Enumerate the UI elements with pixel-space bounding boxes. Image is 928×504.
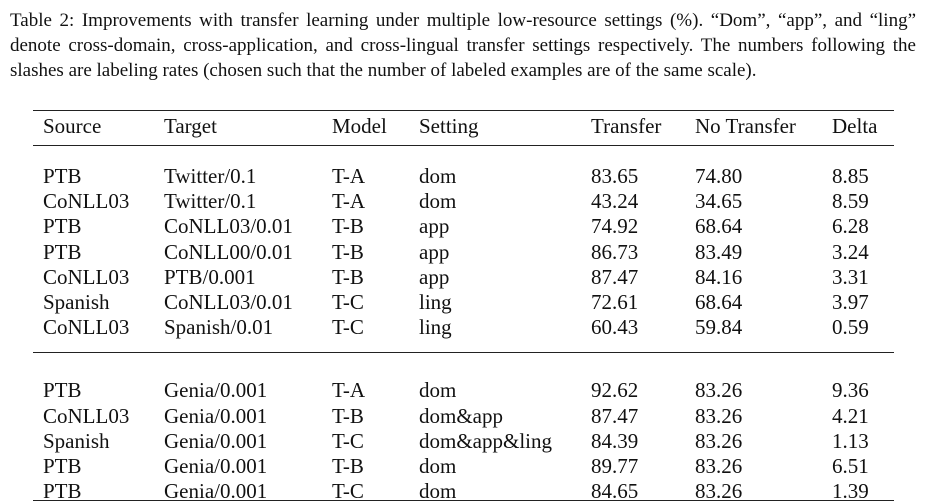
table-cell: Genia/0.001: [164, 378, 268, 403]
table-cell: 43.24: [591, 189, 639, 214]
table-cell: dom: [419, 189, 457, 214]
table-cell: 9.36: [832, 378, 869, 403]
table-cell: Twitter/0.1: [164, 189, 257, 214]
table-cell: dom&app&ling: [419, 428, 552, 453]
table-cell: PTB: [43, 479, 82, 504]
table-cell: 72.61: [591, 290, 639, 314]
table-cell: CoNLL03/0.01: [164, 214, 293, 239]
table-cell: T-C: [332, 479, 364, 504]
table-cell: Spanish: [43, 428, 110, 453]
header-cell: Setting: [419, 114, 479, 138]
table-cell: 3.31: [832, 264, 869, 289]
table-cell: app: [419, 264, 450, 289]
table-cell: 4.21: [832, 403, 869, 428]
table-cell: T-C: [332, 315, 364, 340]
table-cell: 68.64: [695, 290, 743, 314]
table-cell: Genia/0.001: [164, 479, 268, 504]
table-cell: 0.59: [832, 315, 869, 340]
table-cell: 8.85: [832, 164, 869, 188]
table-cell: dom: [419, 378, 457, 403]
table-cell: Spanish/0.01: [164, 315, 274, 340]
table-rule: [33, 352, 894, 354]
table-cell: ling: [419, 315, 452, 340]
table-cell: CoNLL03: [43, 189, 130, 214]
table-cell: app: [419, 214, 450, 239]
header-cell: Target: [164, 114, 217, 138]
table-cell: 87.47: [591, 264, 639, 289]
table-cell: 83.26: [695, 428, 743, 453]
table-cell: PTB/0.001: [164, 264, 256, 289]
table-cell: 74.92: [591, 214, 639, 239]
table-cell: 83.26: [695, 454, 743, 478]
table-cell: 1.13: [832, 428, 869, 453]
table-cell: dom: [419, 479, 457, 504]
table-rule: [33, 145, 894, 146]
table-cell: T-C: [332, 428, 364, 453]
table-cell: T-C: [332, 290, 364, 314]
header-cell: No Transfer: [695, 114, 796, 138]
table-cell: 83.26: [695, 479, 743, 504]
table-cell: 84.65: [591, 479, 639, 504]
table-rule: [33, 110, 894, 111]
table-cell: T-B: [332, 454, 364, 478]
table-cell: PTB: [43, 378, 82, 403]
table-cell: 6.51: [832, 454, 869, 478]
table-cell: CoNLL00/0.01: [164, 239, 293, 264]
table-cell: T-B: [332, 264, 364, 289]
table-cell: 89.77: [591, 454, 639, 478]
table-cell: 3.97: [832, 290, 869, 314]
table-cell: 68.64: [695, 214, 743, 239]
table-cell: 83.26: [695, 378, 743, 403]
header-cell: Source: [43, 114, 102, 138]
table-cell: Twitter/0.1: [164, 164, 257, 188]
table-cell: 1.39: [832, 479, 869, 504]
table-cell: 86.73: [591, 239, 639, 264]
table-cell: T-A: [332, 378, 366, 403]
table-cell: T-A: [332, 189, 366, 214]
table-cell: Genia/0.001: [164, 428, 268, 453]
table-cell: 34.65: [695, 189, 743, 214]
table-cell: 84.16: [695, 264, 743, 289]
table-cell: ling: [419, 290, 452, 314]
table-cell: 92.62: [591, 378, 639, 403]
table-cell: CoNLL03: [43, 315, 130, 340]
table-rule: [33, 500, 894, 501]
table-cell: PTB: [43, 239, 82, 264]
table-cell: app: [419, 239, 450, 264]
table-cell: Genia/0.001: [164, 403, 268, 428]
table-cell: T-B: [332, 214, 364, 239]
table-cell: 87.47: [591, 403, 639, 428]
table-cell: CoNLL03: [43, 403, 130, 428]
table-cell: PTB: [43, 214, 82, 239]
table-cell: PTB: [43, 454, 82, 478]
table-cell: 83.49: [695, 239, 743, 264]
table-cell: T-B: [332, 239, 364, 264]
table-cell: 8.59: [832, 189, 869, 214]
table-cell: T-A: [332, 164, 366, 188]
table-cell: 83.65: [591, 164, 639, 188]
header-cell: Model: [332, 114, 387, 138]
table-cell: PTB: [43, 164, 82, 188]
table-caption: Table 2: Improvements with transfer lear…: [10, 10, 916, 81]
table-cell: 83.26: [695, 403, 743, 428]
table-cell: 74.80: [695, 164, 743, 188]
table-cell: 3.24: [832, 239, 869, 264]
table-cell: dom: [419, 164, 457, 188]
table-cell: Genia/0.001: [164, 454, 268, 478]
table-cell: 60.43: [591, 315, 639, 340]
table-cell: dom&app: [419, 403, 503, 428]
table-cell: CoNLL03/0.01: [164, 290, 293, 314]
table-cell: 6.28: [832, 214, 869, 239]
table-cell: dom: [419, 454, 457, 478]
table-cell: 84.39: [591, 428, 639, 453]
header-cell: Transfer: [591, 114, 662, 138]
table-cell: CoNLL03: [43, 264, 130, 289]
header-cell: Delta: [832, 114, 878, 138]
table-cell: 59.84: [695, 315, 743, 340]
table-cell: Spanish: [43, 290, 110, 314]
table-cell: T-B: [332, 403, 364, 428]
